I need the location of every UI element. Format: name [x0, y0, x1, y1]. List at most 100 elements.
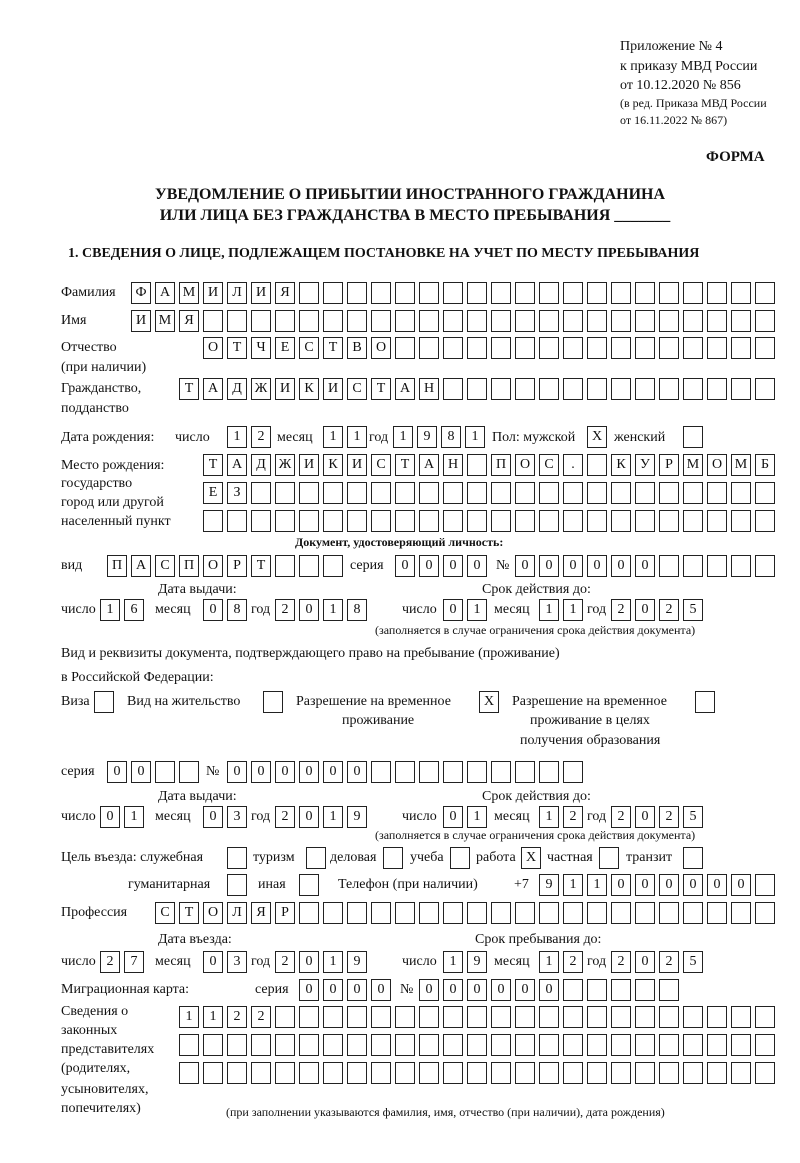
char-box[interactable]: 1 — [467, 599, 487, 621]
char-box[interactable] — [635, 310, 655, 332]
char-box[interactable]: 0 — [100, 806, 120, 828]
char-box[interactable] — [659, 482, 679, 504]
char-box[interactable]: 0 — [611, 555, 631, 577]
char-box[interactable]: 0 — [731, 874, 751, 896]
char-box[interactable]: С — [371, 454, 391, 476]
char-box[interactable] — [539, 337, 559, 359]
char-box[interactable] — [659, 510, 679, 532]
char-box[interactable] — [563, 1034, 583, 1056]
char-box[interactable] — [419, 510, 439, 532]
char-box[interactable] — [539, 482, 559, 504]
char-box[interactable] — [443, 902, 463, 924]
char-box[interactable]: К — [323, 454, 343, 476]
char-box[interactable] — [587, 310, 607, 332]
char-box[interactable] — [443, 482, 463, 504]
char-box[interactable]: 1 — [563, 599, 583, 621]
char-box[interactable] — [611, 1062, 631, 1084]
char-box[interactable] — [731, 310, 751, 332]
char-box[interactable]: 5 — [683, 806, 703, 828]
char-box[interactable] — [179, 1062, 199, 1084]
char-box[interactable]: И — [203, 282, 223, 304]
char-box[interactable] — [251, 510, 271, 532]
char-box[interactable]: 3 — [227, 806, 247, 828]
char-box[interactable] — [515, 1034, 535, 1056]
checkbox[interactable]: X — [479, 691, 499, 713]
char-box[interactable]: Е — [203, 482, 223, 504]
char-box[interactable] — [731, 902, 751, 924]
char-box[interactable] — [443, 282, 463, 304]
char-box[interactable] — [587, 454, 607, 476]
char-box[interactable]: 0 — [491, 979, 511, 1001]
char-box[interactable] — [659, 555, 679, 577]
checkbox[interactable] — [599, 847, 619, 869]
char-box[interactable]: 0 — [323, 979, 343, 1001]
char-box[interactable] — [299, 555, 319, 577]
char-box[interactable]: А — [203, 378, 223, 400]
char-box[interactable] — [707, 310, 727, 332]
char-box[interactable] — [443, 1006, 463, 1028]
char-box[interactable]: Т — [371, 378, 391, 400]
char-box[interactable] — [395, 337, 415, 359]
char-box[interactable]: 2 — [611, 806, 631, 828]
char-box[interactable]: И — [299, 454, 319, 476]
char-box[interactable]: Т — [179, 378, 199, 400]
char-box[interactable] — [467, 902, 487, 924]
checkbox[interactable] — [227, 874, 247, 896]
char-box[interactable] — [611, 510, 631, 532]
char-box[interactable]: 6 — [124, 599, 144, 621]
char-box[interactable] — [683, 1006, 703, 1028]
char-box[interactable] — [251, 1034, 271, 1056]
char-box[interactable] — [707, 555, 727, 577]
char-box[interactable]: 5 — [683, 951, 703, 973]
char-box[interactable] — [707, 337, 727, 359]
char-box[interactable] — [659, 1006, 679, 1028]
char-box[interactable]: 0 — [107, 761, 127, 783]
char-box[interactable]: 0 — [635, 806, 655, 828]
char-box[interactable] — [491, 482, 511, 504]
char-box[interactable]: 0 — [299, 599, 319, 621]
char-box[interactable] — [275, 1062, 295, 1084]
char-box[interactable]: 0 — [443, 599, 463, 621]
char-box[interactable] — [515, 902, 535, 924]
char-box[interactable] — [419, 1062, 439, 1084]
char-box[interactable] — [371, 510, 391, 532]
char-box[interactable]: Ж — [275, 454, 295, 476]
char-box[interactable]: 0 — [515, 979, 535, 1001]
char-box[interactable]: 0 — [683, 874, 703, 896]
checkbox[interactable] — [683, 426, 703, 448]
char-box[interactable]: Е — [275, 337, 295, 359]
char-box[interactable] — [419, 337, 439, 359]
char-box[interactable]: Т — [179, 902, 199, 924]
char-box[interactable] — [299, 282, 319, 304]
checkbox[interactable] — [299, 874, 319, 896]
char-box[interactable] — [635, 1006, 655, 1028]
char-box[interactable] — [371, 482, 391, 504]
char-box[interactable]: 1 — [323, 806, 343, 828]
char-box[interactable]: 1 — [323, 951, 343, 973]
char-box[interactable] — [251, 1062, 271, 1084]
char-box[interactable]: К — [611, 454, 631, 476]
char-box[interactable] — [707, 1034, 727, 1056]
char-box[interactable]: 0 — [203, 951, 223, 973]
char-box[interactable]: У — [635, 454, 655, 476]
char-box[interactable] — [611, 482, 631, 504]
char-box[interactable] — [299, 310, 319, 332]
char-box[interactable] — [755, 902, 775, 924]
char-box[interactable] — [203, 1062, 223, 1084]
checkbox[interactable] — [683, 847, 703, 869]
char-box[interactable] — [683, 378, 703, 400]
char-box[interactable] — [395, 482, 415, 504]
char-box[interactable] — [395, 282, 415, 304]
char-box[interactable] — [347, 510, 367, 532]
char-box[interactable] — [491, 510, 511, 532]
char-box[interactable]: 0 — [707, 874, 727, 896]
char-box[interactable] — [563, 510, 583, 532]
char-box[interactable] — [467, 1006, 487, 1028]
char-box[interactable]: 0 — [443, 555, 463, 577]
char-box[interactable] — [299, 1006, 319, 1028]
char-box[interactable] — [395, 1006, 415, 1028]
char-box[interactable] — [275, 510, 295, 532]
char-box[interactable] — [731, 378, 751, 400]
char-box[interactable]: И — [251, 282, 271, 304]
char-box[interactable] — [155, 761, 175, 783]
